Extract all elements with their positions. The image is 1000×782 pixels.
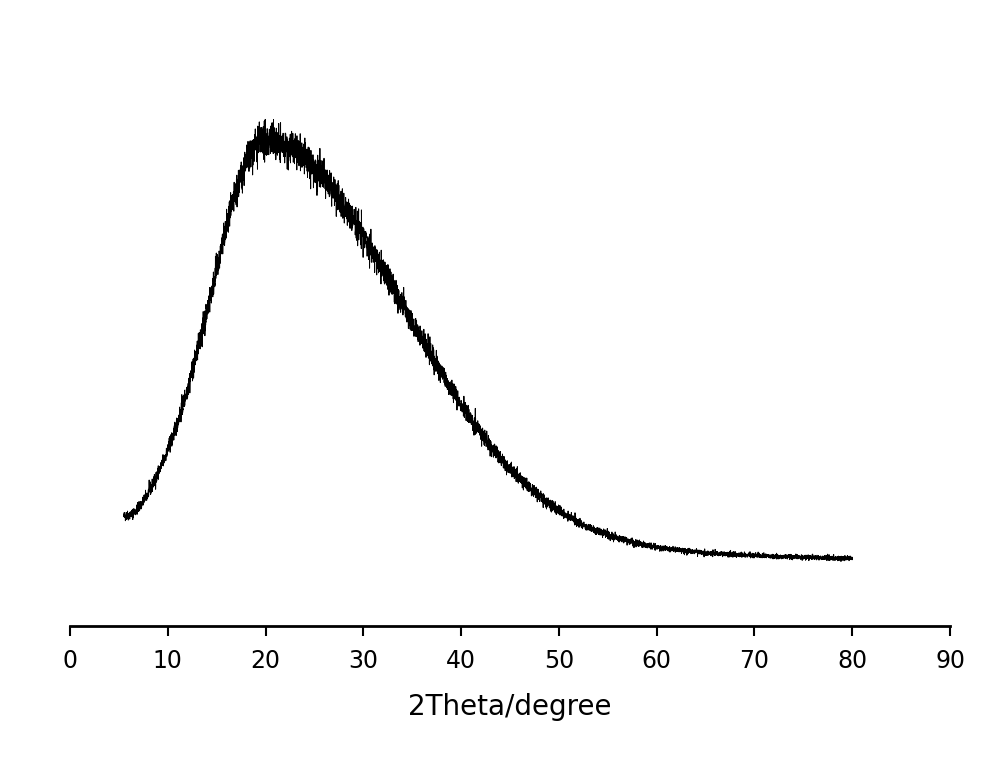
X-axis label: 2Theta/degree: 2Theta/degree (408, 693, 612, 721)
